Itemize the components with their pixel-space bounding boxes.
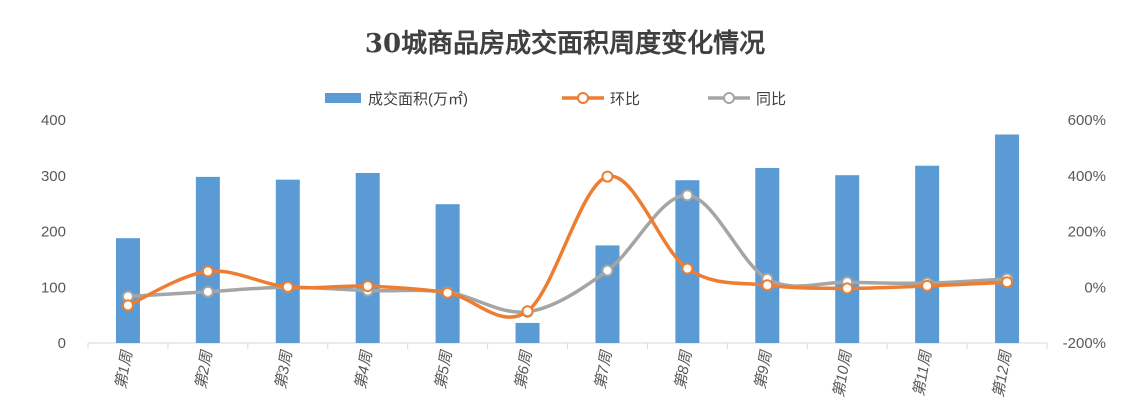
- line-marker: [761, 279, 774, 292]
- bar: [275, 179, 300, 343]
- line-marker: [601, 264, 614, 277]
- bar: [995, 134, 1020, 343]
- legend-bar-swatch: [325, 93, 361, 103]
- line-marker: [201, 285, 214, 298]
- y-right-tick-label: 0%: [1084, 279, 1106, 296]
- bar-series: [115, 134, 1020, 343]
- x-axis-ticks: [87, 343, 1048, 349]
- x-tick-label: 第10周: [830, 348, 855, 399]
- x-tick-label: 第11周: [910, 348, 935, 398]
- x-tick-label: 第2周: [192, 348, 216, 391]
- x-axis-labels: 第1周 第2周 第3周 第4周 第5周 第6周 第7周 第8周 第9周 第10周 第11周 第12周: [112, 348, 1015, 399]
- legend-line1-marker: [577, 92, 589, 104]
- y-left-tick-label: 100: [41, 279, 66, 296]
- line-marker: [121, 299, 134, 312]
- y-right-tick-label: -200%: [1063, 335, 1106, 352]
- y-right-tick-label: 200%: [1068, 224, 1106, 241]
- line-marker: [681, 262, 694, 275]
- legend-line2-marker: [723, 92, 735, 104]
- bar: [435, 204, 460, 343]
- y-left-tick-label: 0: [58, 335, 66, 352]
- legend-line2-label: 同比: [756, 91, 786, 108]
- line-marker: [841, 282, 854, 295]
- x-tick-label: 第1周: [112, 348, 136, 391]
- legend-item-line1: 环比: [562, 91, 640, 108]
- line-path-2: [126, 193, 1009, 314]
- line-marker: [201, 265, 214, 278]
- bar: [195, 176, 220, 343]
- line-marker: [441, 286, 454, 299]
- x-tick-label: 第6周: [512, 348, 536, 391]
- legend-line1-label: 环比: [610, 91, 640, 108]
- bar: [915, 165, 940, 343]
- bar: [595, 245, 620, 343]
- x-tick-label: 第5周: [432, 348, 456, 391]
- y-axis-left: 0 100 200 300 400: [41, 112, 66, 352]
- line-marker: [361, 280, 374, 293]
- x-tick-label: 第12周: [990, 348, 1015, 399]
- y-axis-right: -200% 0% 200% 400% 600%: [1063, 112, 1106, 352]
- line-series: [121, 170, 1014, 319]
- legend-item-line2: 同比: [708, 91, 786, 108]
- x-tick-label: 第3周: [272, 348, 296, 391]
- y-right-tick-label: 600%: [1068, 112, 1106, 129]
- line-marker: [921, 279, 934, 292]
- line-marker: [601, 170, 614, 183]
- x-tick-label: 第8周: [672, 348, 696, 391]
- line-marker: [681, 189, 694, 202]
- legend-item-bar: 成交面积(万㎡): [325, 90, 468, 108]
- x-tick-label: 第9周: [752, 348, 776, 391]
- legend: 成交面积(万㎡) 环比 同比: [325, 90, 786, 108]
- y-left-tick-label: 400: [41, 112, 66, 129]
- bar: [355, 172, 380, 343]
- bar: [515, 322, 540, 343]
- y-left-tick-label: 300: [41, 168, 66, 185]
- line-marker: [281, 280, 294, 293]
- x-tick-label: 第7周: [592, 348, 616, 391]
- bar: [835, 175, 860, 343]
- chart-title: 30城商品房成交面积周度变化情况: [365, 28, 765, 59]
- line-marker: [1001, 276, 1014, 289]
- y-right-tick-label: 400%: [1068, 168, 1106, 185]
- line-marker: [521, 305, 534, 318]
- legend-bar-label: 成交面积(万㎡): [368, 90, 468, 108]
- bar: [755, 167, 780, 343]
- x-tick-label: 第4周: [352, 348, 376, 391]
- y-left-tick-label: 200: [41, 224, 66, 241]
